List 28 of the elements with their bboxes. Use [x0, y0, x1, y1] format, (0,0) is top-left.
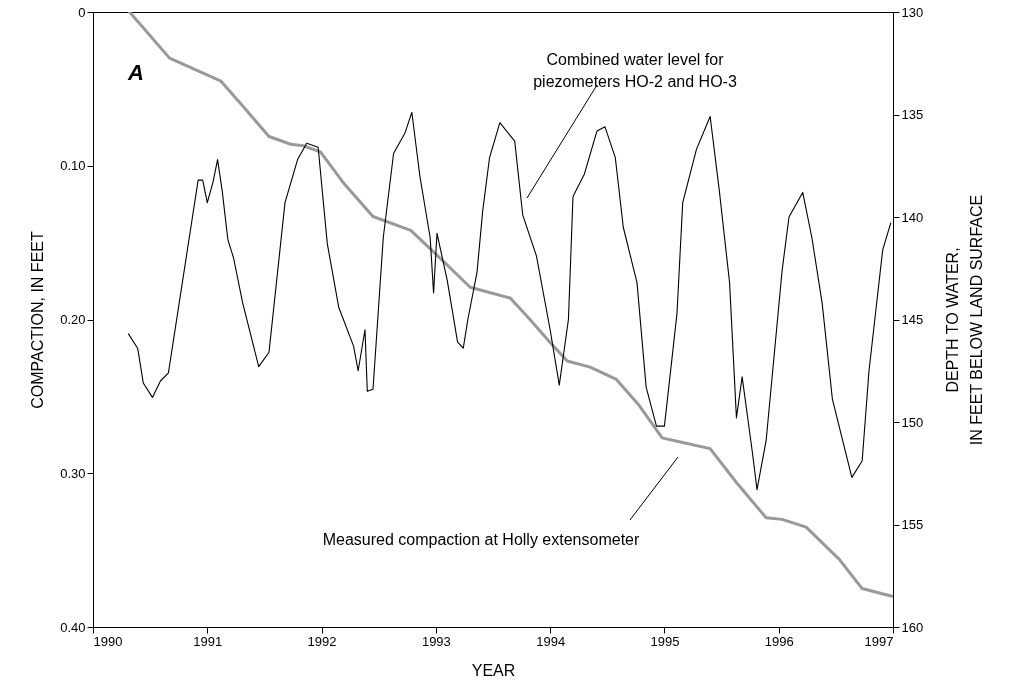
x-tick-label: 1992 — [307, 633, 337, 649]
x-tick-label: 1995 — [650, 633, 680, 649]
annotation: Measured compaction at Holly extensometer — [322, 531, 640, 548]
y-tick-label: 0 — [78, 4, 86, 20]
line-series — [128, 12, 893, 598]
x-tick-label: 1993 — [421, 633, 451, 649]
x-tick-label: 1994 — [536, 633, 566, 649]
y2-tick-label: 145 — [901, 312, 924, 327]
x-tick-label: 1996 — [764, 633, 794, 649]
y2-tick-label: 135 — [901, 107, 924, 122]
line-series — [127, 111, 892, 491]
x-tick-label: 1997 — [864, 633, 894, 649]
y2-tick-label: 150 — [901, 414, 924, 430]
y2-tick-label: 160 — [901, 619, 924, 635]
x-tick-label: 1991 — [193, 633, 223, 649]
y-tick-label: 0.20 — [60, 312, 86, 327]
annotation: A — [127, 60, 144, 85]
y2-tick-label: 140 — [901, 209, 924, 225]
y2-axis-title: DEPTH TO WATER, IN FEET BELOW LAND SURFACE — [944, 194, 986, 446]
y-tick-label: 0.30 — [60, 465, 86, 481]
annotation: Combined water level for piezometers HO-2 and HO-3 — [533, 51, 737, 90]
x-axis-title: YEAR — [471, 661, 516, 679]
y2-tick-label: 155 — [901, 517, 924, 532]
x-tick-label: 1990 — [93, 633, 123, 649]
y-axis-title: COMPACTION, IN FEET — [29, 231, 47, 409]
y-tick-label: 0.10 — [60, 158, 86, 174]
y-tick-label: 0.40 — [60, 619, 86, 635]
y2-tick-label: 130 — [901, 4, 924, 20]
